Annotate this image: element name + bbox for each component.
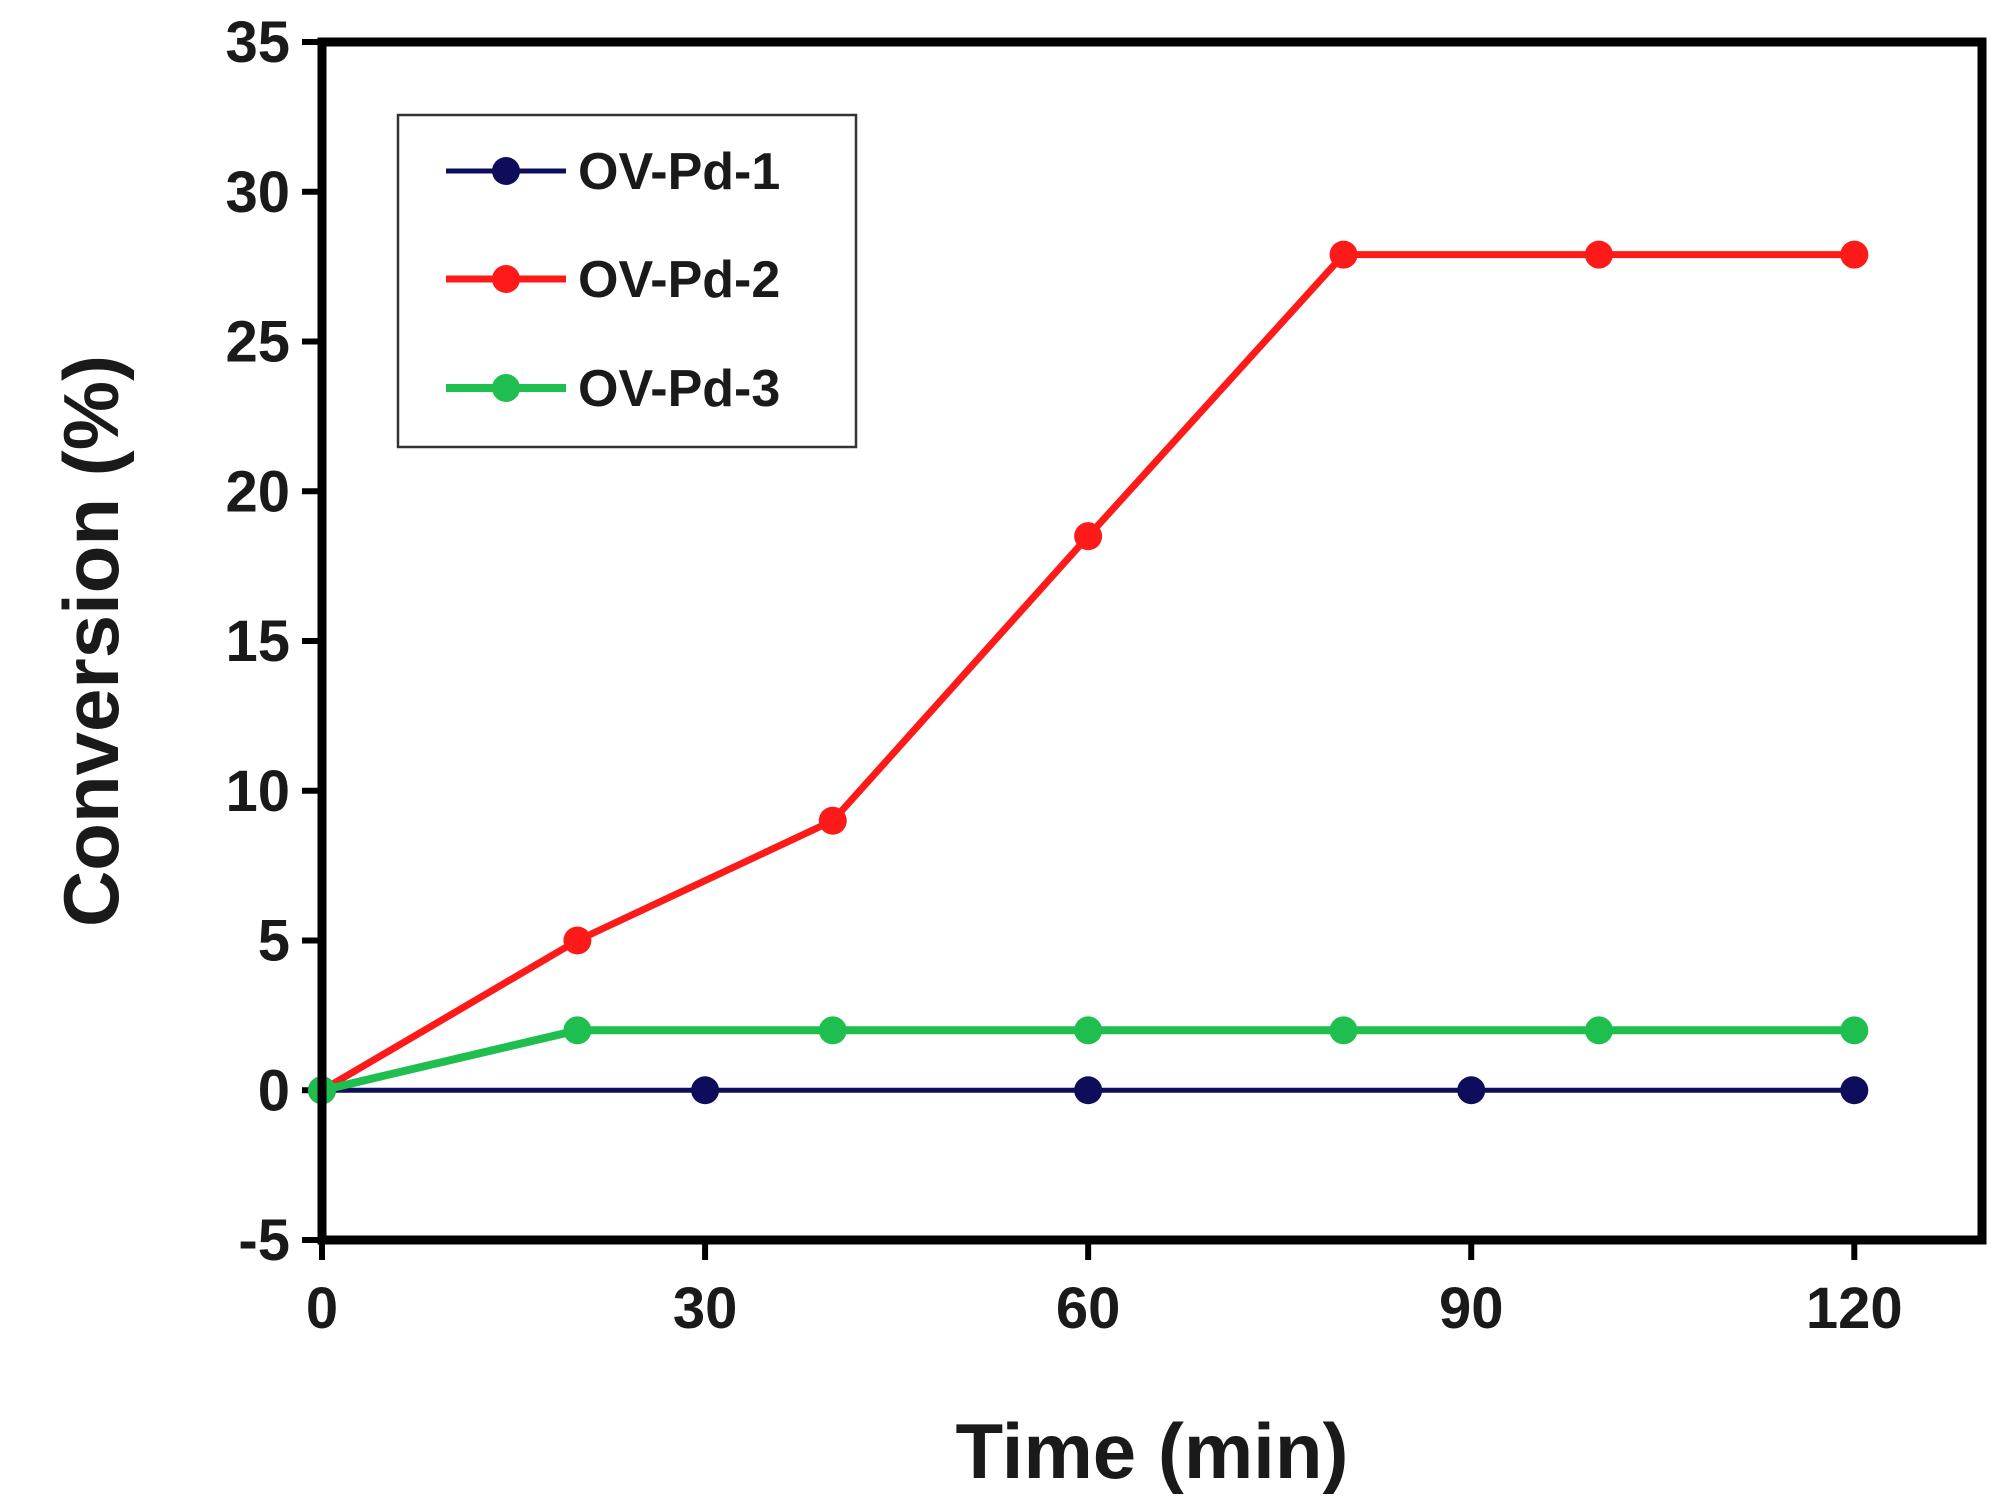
x-tick-label: 60 bbox=[1056, 1276, 1121, 1341]
y-tick-label: 30 bbox=[225, 160, 290, 225]
series-OV-Pd-1 bbox=[308, 1076, 1869, 1105]
legend-swatch-marker bbox=[492, 265, 520, 293]
legend-swatch-marker bbox=[492, 374, 520, 402]
y-tick-label: 20 bbox=[225, 459, 290, 524]
data-point-OV-Pd-3 bbox=[818, 1016, 847, 1045]
legend-swatch-marker bbox=[492, 157, 520, 185]
series-OV-Pd-3 bbox=[308, 1016, 1869, 1105]
plot-area-frame bbox=[317, 37, 1987, 1245]
x-axis-title: Time (min) bbox=[956, 1407, 1349, 1495]
y-tick-label: -5 bbox=[238, 1208, 290, 1273]
data-point-OV-Pd-2 bbox=[563, 926, 592, 955]
data-point-OV-Pd-3 bbox=[1074, 1016, 1103, 1045]
data-point-OV-Pd-3 bbox=[563, 1016, 592, 1045]
legend-label: OV-Pd-3 bbox=[578, 360, 780, 418]
data-point-OV-Pd-1 bbox=[1074, 1076, 1103, 1105]
series-OV-Pd-2 bbox=[308, 240, 1869, 1105]
y-tick-label: 5 bbox=[258, 909, 290, 974]
y-tick-label: 15 bbox=[225, 609, 290, 674]
data-point-OV-Pd-1 bbox=[691, 1076, 720, 1105]
y-axis-title: Conversion (%) bbox=[47, 355, 135, 927]
x-tick-label: 0 bbox=[306, 1276, 338, 1341]
data-point-OV-Pd-3 bbox=[1329, 1016, 1358, 1045]
legend-label: OV-Pd-1 bbox=[578, 143, 780, 201]
y-tick-label: 25 bbox=[225, 310, 290, 375]
y-tick-label: 10 bbox=[225, 759, 290, 824]
data-point-OV-Pd-2 bbox=[1584, 240, 1613, 269]
data-point-OV-Pd-2 bbox=[818, 806, 847, 835]
data-point-OV-Pd-2 bbox=[1840, 240, 1869, 269]
x-tick-label: 120 bbox=[1806, 1276, 1903, 1341]
data-point-OV-Pd-2 bbox=[1329, 240, 1358, 269]
data-point-OV-Pd-3 bbox=[1584, 1016, 1613, 1045]
data-point-OV-Pd-1 bbox=[1840, 1076, 1869, 1105]
data-point-OV-Pd-3 bbox=[1840, 1016, 1869, 1045]
x-tick-label: 30 bbox=[673, 1276, 738, 1341]
series-layer bbox=[308, 240, 1869, 1105]
y-tick-label: 35 bbox=[225, 10, 290, 75]
y-tick-label: 0 bbox=[258, 1058, 290, 1123]
x-tick-label: 90 bbox=[1439, 1276, 1504, 1341]
data-point-OV-Pd-2 bbox=[1074, 522, 1103, 551]
legend: OV-Pd-1 OV-Pd-2 OV-Pd-3 bbox=[396, 113, 858, 449]
legend-label: OV-Pd-2 bbox=[578, 251, 780, 309]
data-point-OV-Pd-1 bbox=[1457, 1076, 1486, 1105]
